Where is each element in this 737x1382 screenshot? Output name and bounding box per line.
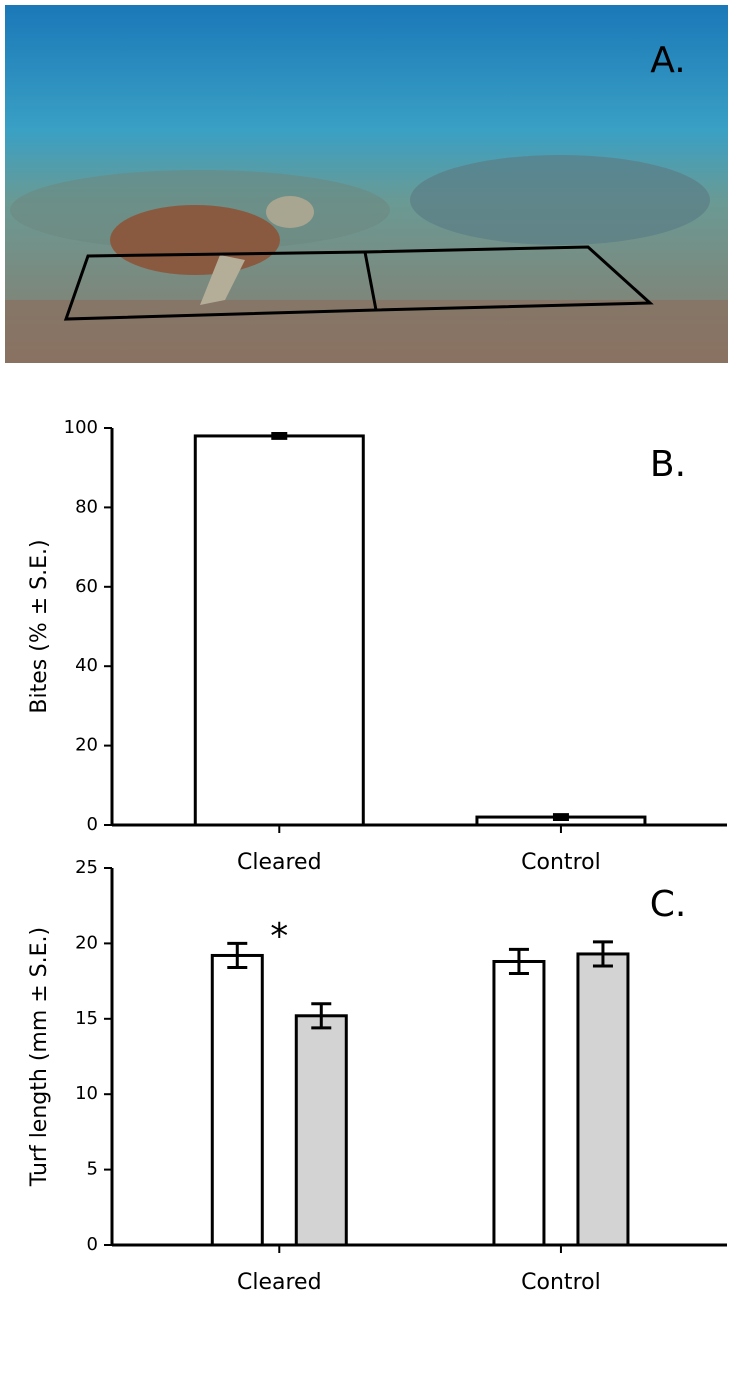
quadrat-divider xyxy=(363,251,378,311)
bar xyxy=(193,434,365,827)
y-tick-label: 10 xyxy=(75,1083,98,1104)
bar xyxy=(492,959,546,1247)
y-tick-label: 5 xyxy=(87,1159,98,1180)
y-tick-label: 15 xyxy=(75,1008,98,1029)
x-tick-label: Control xyxy=(521,850,601,875)
y-tick-label: 0 xyxy=(87,814,98,835)
bar xyxy=(210,953,264,1247)
y-tick-label: 80 xyxy=(75,496,98,517)
bar xyxy=(576,952,630,1247)
turtle-flipper xyxy=(200,255,245,305)
error-bar xyxy=(227,941,248,970)
y-tick-label: 25 xyxy=(75,857,98,878)
y-axis-label: Bites (% ± S.E.) xyxy=(27,539,52,713)
annotation: * xyxy=(270,916,288,957)
x-tick-label: Cleared xyxy=(237,850,322,875)
y-tick-label: 0 xyxy=(87,1234,98,1255)
y-axis-label: Turf length (mm ± S.E.) xyxy=(27,927,52,1187)
y-tick-label: 40 xyxy=(75,655,98,676)
panel-label: A. xyxy=(650,40,685,81)
y-tick-label: 60 xyxy=(75,576,98,597)
y-tick-label: 100 xyxy=(64,417,98,438)
y-tick-label: 20 xyxy=(75,932,98,953)
error-bar xyxy=(508,947,529,976)
error-bar xyxy=(271,432,288,440)
reef xyxy=(410,155,710,245)
bar xyxy=(294,1014,348,1247)
x-tick-label: Cleared xyxy=(237,1270,322,1295)
x-tick-label: Control xyxy=(521,1270,601,1295)
panel-label: C. xyxy=(650,884,687,925)
error-bar xyxy=(552,813,569,821)
panel-label: B. xyxy=(650,444,686,485)
turtle-shell xyxy=(110,205,280,275)
y-tick-label: 20 xyxy=(75,735,98,756)
photo: A. xyxy=(5,5,728,363)
error-bar xyxy=(311,1002,332,1030)
turtle-head xyxy=(266,196,314,228)
error-bar xyxy=(592,940,613,968)
